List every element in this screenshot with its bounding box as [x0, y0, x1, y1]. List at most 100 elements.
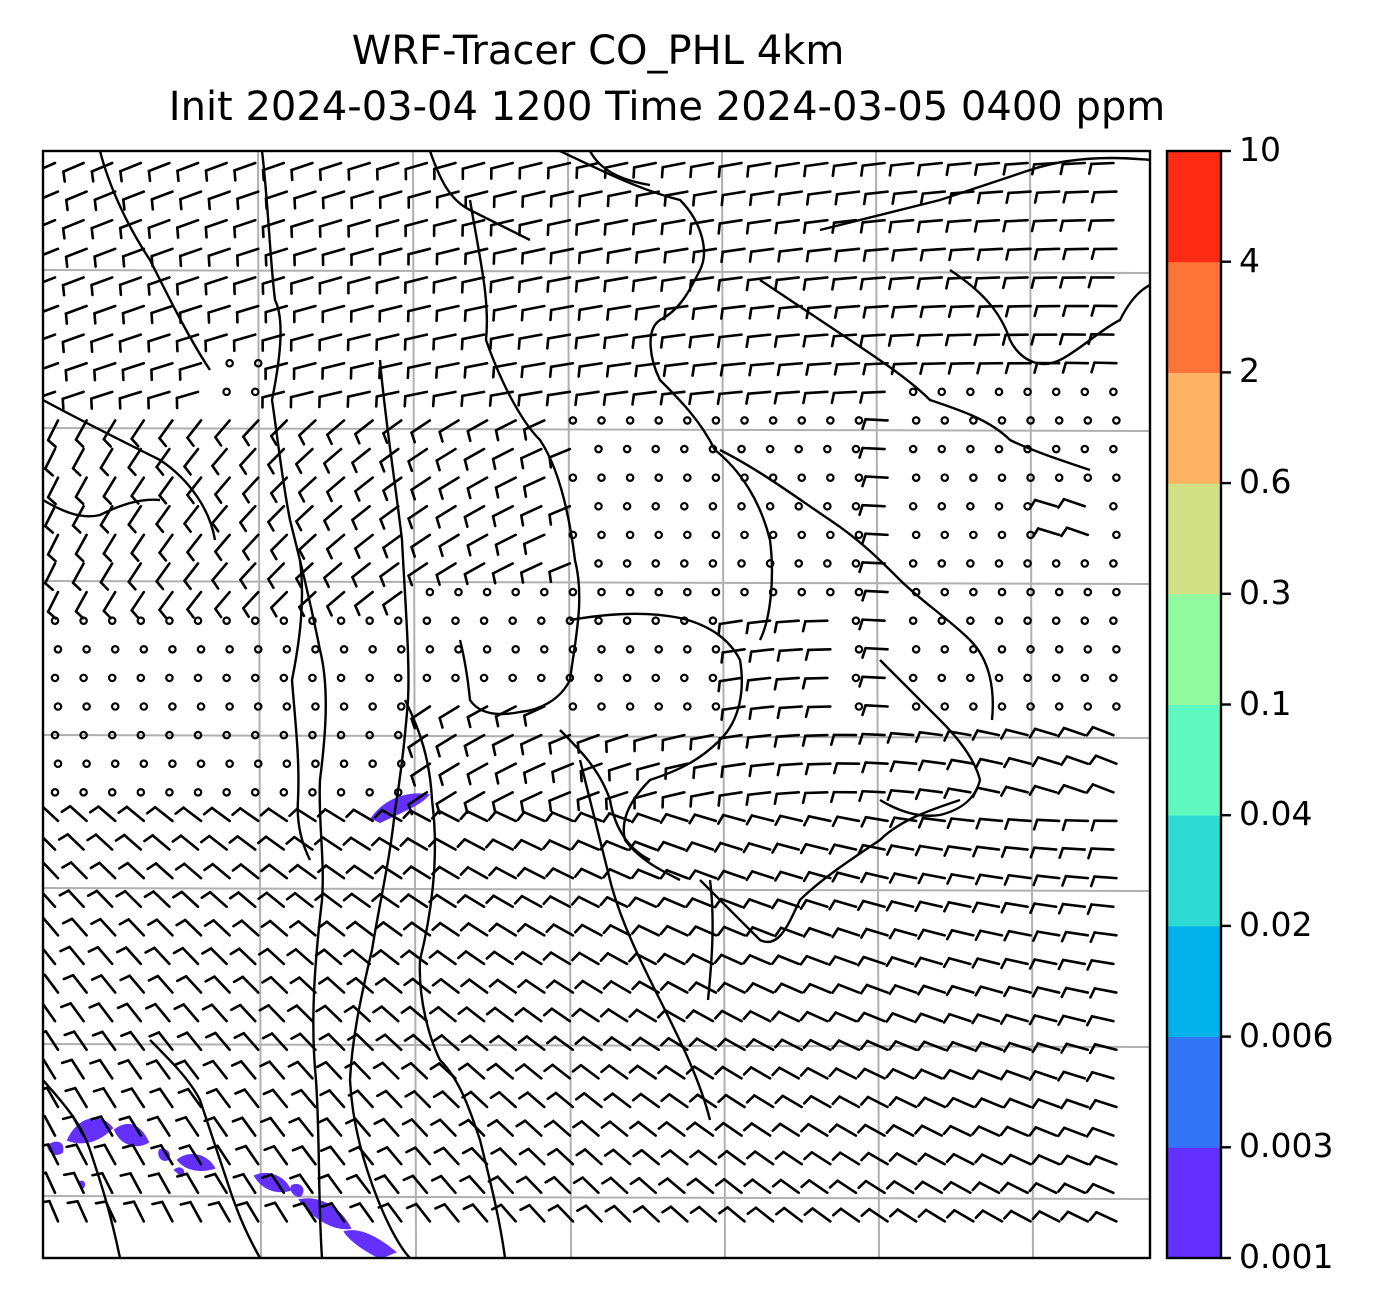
colorbar-segment: [1167, 483, 1221, 595]
wind-barb: [176, 1031, 203, 1052]
wind-barb: [974, 1041, 1004, 1053]
wind-barb: [261, 333, 286, 352]
wind-barb: [261, 218, 286, 239]
wind-barb: [717, 218, 743, 235]
wind-barb: [686, 1121, 715, 1137]
tracer-plume: [290, 1184, 304, 1198]
wind-barb: [371, 892, 400, 909]
wind-barb: [233, 218, 257, 239]
wind-barb: [143, 890, 171, 909]
calm-wind-marker: [794, 559, 804, 568]
wind-barb: [542, 1007, 572, 1023]
wind-barb: [1033, 304, 1061, 318]
calm-wind-marker: [539, 587, 549, 597]
wind-barb: [520, 733, 543, 756]
wind-barb: [1000, 785, 1029, 797]
wind-barb: [1088, 1210, 1118, 1223]
wind-barb: [717, 1037, 746, 1052]
wind-barb: [999, 1125, 1029, 1137]
wind-barb: [435, 562, 457, 586]
wind-barb: [463, 304, 489, 322]
wind-barb: [628, 1008, 658, 1023]
wind-barb: [288, 863, 317, 880]
wind-barb: [401, 1118, 429, 1137]
wind-barb: [774, 218, 801, 235]
calm-wind-marker: [911, 416, 921, 425]
wind-barb: [46, 533, 60, 563]
wind-barb: [544, 1175, 572, 1195]
wind-barb: [545, 867, 575, 880]
calm-wind-marker: [253, 759, 263, 769]
calm-wind-marker: [336, 788, 346, 797]
wind-barb: [885, 900, 915, 912]
calm-wind-marker: [594, 444, 603, 454]
wind-barb: [691, 247, 718, 264]
coastline-segment: [348, 359, 411, 1258]
wind-barb: [321, 247, 346, 267]
wind-barb: [267, 504, 286, 532]
wind-barb: [488, 978, 517, 994]
wind-barb: [546, 161, 572, 180]
wind-barb: [232, 1172, 257, 1195]
wind-barb: [1085, 1070, 1115, 1083]
colorbar-segment: [1167, 815, 1221, 927]
calm-wind-marker: [393, 788, 403, 797]
wind-barb: [228, 835, 257, 851]
wind-barb: [776, 304, 804, 320]
calm-wind-marker: [622, 616, 632, 625]
calm-wind-marker: [911, 644, 921, 654]
calm-wind-marker: [711, 644, 721, 654]
wind-barb: [46, 419, 60, 449]
wind-barb: [1087, 276, 1115, 289]
wind-barb: [748, 361, 775, 377]
wind-barb: [861, 704, 889, 717]
wind-barb: [435, 304, 460, 323]
wind-barb: [214, 476, 231, 504]
wind-barb: [549, 247, 575, 265]
wind-barb: [716, 981, 746, 994]
wind-barb: [743, 1178, 772, 1195]
wind-barb: [602, 812, 632, 823]
calm-wind-marker: [1054, 473, 1064, 482]
wind-barb: [1032, 818, 1061, 831]
calm-wind-marker: [311, 644, 320, 654]
wind-barb: [520, 361, 546, 379]
wind-barb: [945, 218, 972, 233]
wind-barb: [829, 790, 858, 804]
colorbar: [1165, 149, 1231, 1260]
wind-barb: [802, 333, 829, 348]
wind-barb: [289, 333, 314, 352]
wind-barb: [971, 1125, 1001, 1137]
coastline-segment: [559, 729, 651, 862]
wind-barb: [971, 901, 1001, 914]
wind-barb: [127, 562, 143, 591]
wind-barb: [179, 190, 203, 211]
wind-barb: [175, 918, 203, 937]
wind-barb: [242, 476, 260, 504]
wind-barb: [102, 419, 117, 448]
calm-wind-marker: [222, 673, 231, 683]
calm-wind-marker: [168, 759, 177, 769]
wind-barb: [974, 757, 1004, 770]
wind-barb: [802, 982, 832, 994]
wind-barb: [887, 333, 915, 347]
calm-wind-marker: [422, 673, 432, 683]
wind-barb: [145, 805, 174, 823]
wind-barb: [771, 954, 801, 966]
wind-barb: [943, 845, 972, 857]
wind-barb: [576, 791, 600, 812]
calm-wind-marker: [625, 416, 635, 425]
wind-barb: [118, 390, 143, 410]
wind-barb: [604, 733, 629, 754]
calm-wind-marker: [997, 530, 1007, 540]
wind-barb: [459, 810, 489, 823]
wind-barb: [917, 1040, 947, 1052]
wind-barb: [685, 841, 715, 853]
calm-wind-marker: [536, 616, 546, 625]
wind-barb: [289, 920, 317, 937]
wind-barb: [689, 1205, 718, 1223]
wind-barb: [830, 390, 858, 405]
calm-wind-marker: [622, 559, 632, 568]
wind-barb: [351, 562, 371, 588]
wind-barb: [771, 1010, 801, 1023]
